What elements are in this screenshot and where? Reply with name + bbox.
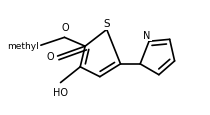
- Text: O: O: [62, 23, 69, 33]
- Text: methyl: methyl: [7, 41, 39, 50]
- Text: O: O: [46, 52, 54, 62]
- Text: N: N: [143, 31, 151, 41]
- Text: HO: HO: [53, 88, 68, 98]
- Text: S: S: [104, 19, 110, 29]
